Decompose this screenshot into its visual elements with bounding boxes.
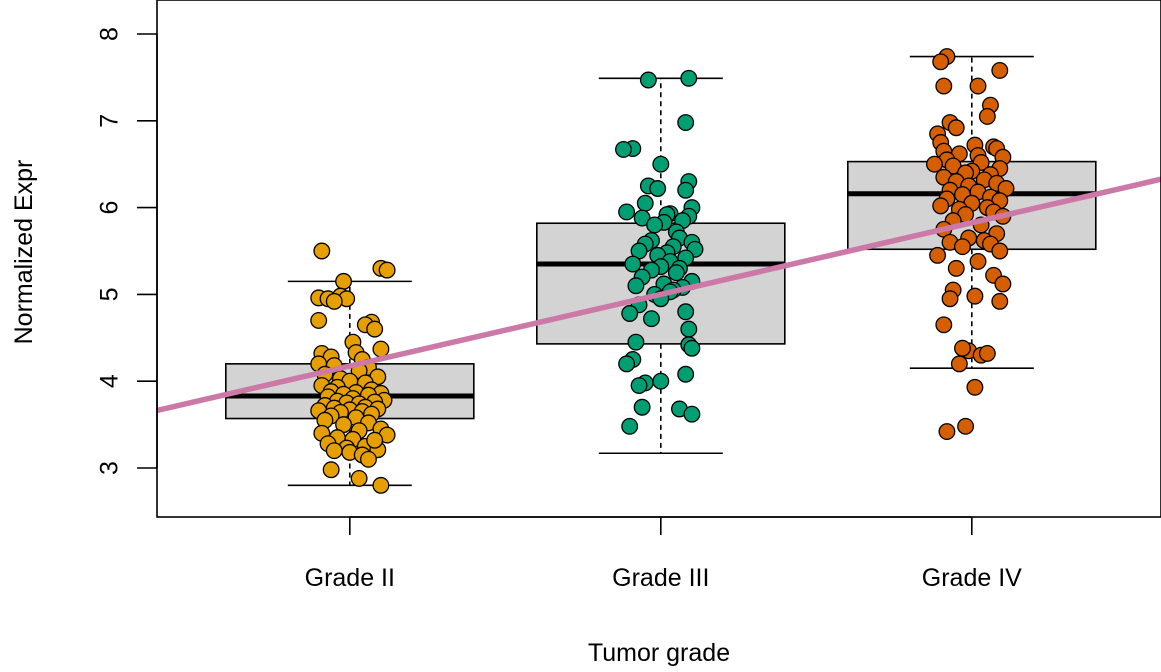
y-tick-label: 8 (96, 27, 124, 41)
data-point (624, 255, 642, 273)
data-point (310, 311, 328, 329)
y-tick-label: 5 (96, 287, 124, 301)
y-tick-label: 6 (96, 201, 124, 215)
data-point (991, 62, 1009, 79)
data-point (667, 264, 685, 282)
data-point (935, 77, 953, 95)
points-layer (310, 48, 1015, 494)
data-point (978, 344, 996, 362)
data-point (991, 292, 1009, 310)
x-axis: Grade II Grade III Grade IV (305, 516, 1022, 592)
x-tick-label: Grade II (305, 564, 395, 592)
data-point (360, 450, 377, 468)
points-group-2 (615, 69, 704, 435)
data-point (677, 114, 695, 131)
data-point (947, 259, 965, 277)
points-group-3 (926, 48, 1015, 440)
data-point (947, 119, 965, 137)
data-point (969, 77, 987, 95)
data-point (378, 261, 396, 279)
y-tick-label: 7 (96, 114, 124, 128)
data-point (680, 69, 698, 87)
data-point (621, 417, 639, 435)
data-point (966, 287, 984, 305)
data-point (335, 272, 353, 290)
data-point (677, 181, 695, 199)
data-point (372, 340, 390, 358)
data-point (615, 140, 632, 158)
data-point (646, 216, 664, 234)
data-point (618, 203, 636, 221)
data-point (630, 377, 648, 394)
data-point (366, 431, 384, 449)
data-point (954, 339, 971, 357)
data-point (652, 372, 670, 390)
x-tick-label: Grade IV (922, 564, 1022, 592)
data-point (957, 417, 975, 435)
data-point (683, 405, 701, 423)
data-point (926, 155, 943, 173)
x-tick-label: Grade III (612, 564, 709, 592)
data-point (627, 277, 645, 295)
data-point (954, 238, 971, 256)
data-point (325, 442, 343, 460)
regression-line (157, 176, 1161, 414)
data-point (621, 305, 639, 322)
data-point (633, 398, 651, 416)
data-point (929, 246, 947, 264)
data-point (372, 476, 390, 494)
data-point (677, 365, 695, 383)
points-group-1 (310, 242, 396, 494)
fit-layer (157, 176, 1161, 414)
data-point (941, 290, 959, 308)
data-point (649, 180, 667, 197)
x-axis-label: Tumor grade (588, 639, 730, 667)
data-point (627, 333, 645, 351)
data-point (677, 303, 695, 321)
data-point (643, 310, 660, 328)
y-axis: 3 4 5 6 7 8 (96, 27, 158, 475)
data-point (932, 53, 950, 71)
data-point (966, 378, 984, 396)
data-point (313, 242, 331, 260)
data-point (935, 316, 953, 334)
data-point (325, 292, 343, 310)
y-tick-label: 4 (96, 374, 124, 388)
data-point (636, 194, 654, 212)
data-point (652, 155, 670, 173)
data-point (350, 469, 368, 487)
data-point (978, 108, 996, 125)
y-tick-label: 3 (96, 461, 124, 475)
data-point (639, 71, 657, 89)
data-point (938, 423, 956, 440)
data-point (322, 461, 340, 479)
data-point (680, 320, 698, 338)
data-point (683, 339, 701, 357)
data-point (932, 197, 950, 215)
data-point (618, 355, 636, 373)
data-point (950, 355, 968, 373)
data-point (991, 242, 1009, 260)
data-point (994, 275, 1012, 293)
data-point (969, 252, 987, 270)
data-point (366, 320, 384, 338)
y-axis-label: Normalized Expr (10, 160, 38, 345)
